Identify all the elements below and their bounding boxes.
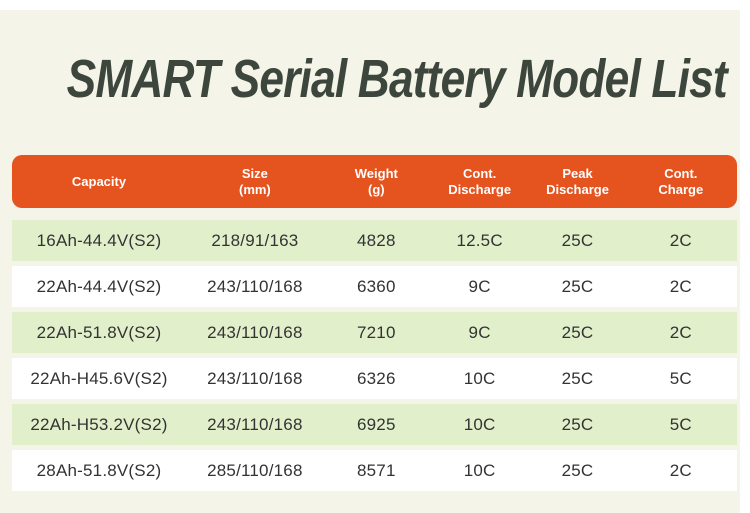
cell-size: 243/110/168 — [207, 276, 303, 296]
battery-model-table: Capacity Size (mm) Weight (g) Cont. Disc… — [12, 155, 737, 491]
header-line: Cont. — [463, 165, 497, 181]
cell-weight: 6360 — [357, 276, 396, 296]
page-title: SMART Serial Battery Model List — [66, 49, 728, 109]
cell-weight: 4828 — [357, 230, 396, 250]
cell-peak-discharge: 25C — [561, 322, 594, 342]
table-row: 16Ah-44.4V(S2) 218/91/163 4828 12.5C 25C… — [12, 220, 737, 261]
header-line: Size — [241, 165, 268, 181]
header-cell-weight: Weight (g) — [324, 166, 429, 198]
header-line: Discharge — [448, 181, 512, 197]
table-row: 22Ah-44.4V(S2) 243/110/168 6360 9C 25C 2… — [12, 266, 737, 307]
table-row: 22Ah-H45.6V(S2) 243/110/168 6326 10C 25C… — [12, 358, 737, 399]
header-cell-cont-charge: Cont. Charge — [625, 166, 737, 198]
header-cell-cont-discharge: Cont. Discharge — [429, 166, 531, 198]
header-line: Capacity — [71, 173, 127, 189]
cell-cont-discharge: 10C — [463, 460, 496, 480]
cell-capacity: 28Ah-51.8V(S2) — [36, 460, 162, 480]
cell-cont-discharge: 12.5C — [456, 230, 503, 250]
cell-peak-discharge: 25C — [561, 368, 594, 388]
table-row: 28Ah-51.8V(S2) 285/110/168 8571 10C 25C … — [12, 450, 737, 491]
cell-weight: 7210 — [357, 322, 396, 342]
cell-cont-charge: 2C — [669, 322, 692, 342]
cell-cont-discharge: 9C — [468, 276, 491, 296]
cell-peak-discharge: 25C — [561, 460, 594, 480]
header-line: Cont. — [664, 165, 698, 181]
cell-weight: 6326 — [357, 368, 396, 388]
header-cell-peak-discharge: Peak Discharge — [530, 166, 624, 198]
cell-capacity: 22Ah-H53.2V(S2) — [30, 414, 168, 434]
cell-size: 218/91/163 — [211, 230, 299, 250]
header-line: (g) — [368, 181, 385, 197]
cell-size: 243/110/168 — [207, 368, 303, 388]
cell-capacity: 22Ah-44.4V(S2) — [36, 276, 162, 296]
cell-capacity: 22Ah-51.8V(S2) — [36, 322, 162, 342]
cell-cont-charge: 5C — [669, 368, 692, 388]
header-cell-capacity: Capacity — [12, 174, 186, 190]
cell-peak-discharge: 25C — [561, 230, 594, 250]
cell-cont-discharge: 10C — [463, 414, 496, 434]
header-line: Charge — [658, 181, 704, 197]
header-line: Weight — [354, 165, 398, 181]
cell-size: 285/110/168 — [207, 460, 303, 480]
cell-cont-charge: 5C — [669, 414, 692, 434]
header-line: Discharge — [546, 181, 609, 197]
cell-weight: 6925 — [357, 414, 396, 434]
cell-peak-discharge: 25C — [561, 276, 594, 296]
cell-capacity: 22Ah-H45.6V(S2) — [30, 368, 168, 388]
header-line: (mm) — [238, 181, 271, 197]
cell-cont-charge: 2C — [669, 276, 692, 296]
cell-weight: 8571 — [357, 460, 396, 480]
cell-size: 243/110/168 — [207, 322, 303, 342]
cell-cont-charge: 2C — [669, 230, 692, 250]
cell-size: 243/110/168 — [207, 414, 303, 434]
cell-peak-discharge: 25C — [561, 414, 594, 434]
header-line: Peak — [562, 165, 593, 181]
cell-cont-charge: 2C — [669, 460, 692, 480]
cell-cont-discharge: 10C — [463, 368, 496, 388]
table-header-row: Capacity Size (mm) Weight (g) Cont. Disc… — [12, 155, 737, 208]
cell-capacity: 16Ah-44.4V(S2) — [36, 230, 162, 250]
header-cell-size: Size (mm) — [186, 166, 324, 198]
table-row: 22Ah-H53.2V(S2) 243/110/168 6925 10C 25C… — [12, 404, 737, 445]
cell-cont-discharge: 9C — [468, 322, 491, 342]
table-row: 22Ah-51.8V(S2) 243/110/168 7210 9C 25C 2… — [12, 312, 737, 353]
